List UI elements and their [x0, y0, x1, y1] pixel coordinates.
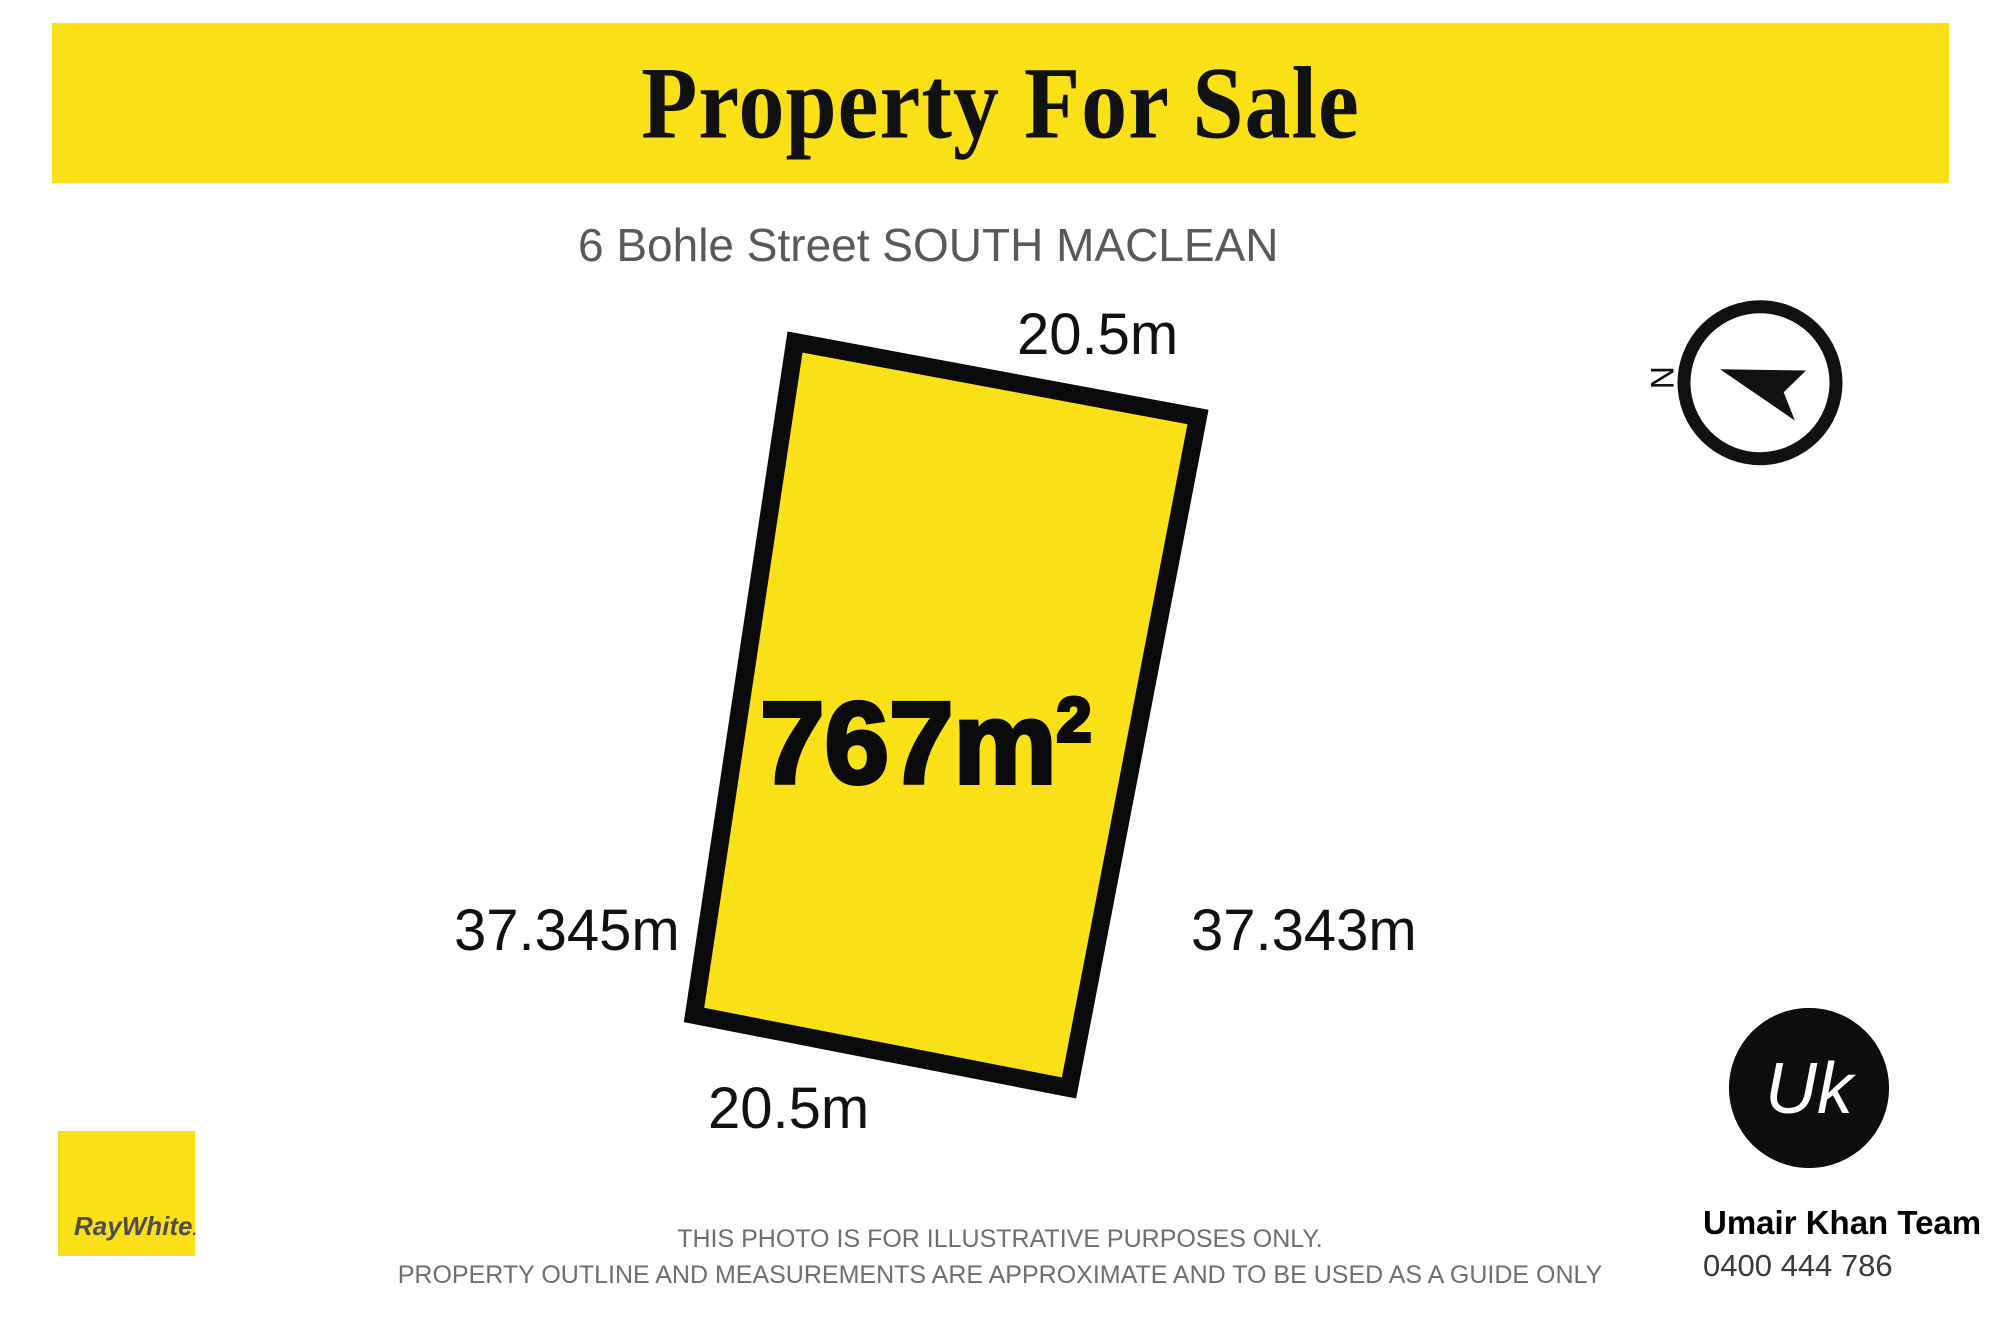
svg-text:Uk: Uk [1765, 1049, 1857, 1129]
svg-text:N: N [1644, 366, 1680, 389]
svg-text:767m2: 767m2 [760, 678, 1091, 808]
svg-text:20.5m: 20.5m [1017, 302, 1178, 367]
svg-text:37.345m: 37.345m [454, 898, 680, 963]
svg-text:37.343m: 37.343m [1191, 898, 1417, 963]
svg-text:20.5m: 20.5m [708, 1076, 869, 1141]
